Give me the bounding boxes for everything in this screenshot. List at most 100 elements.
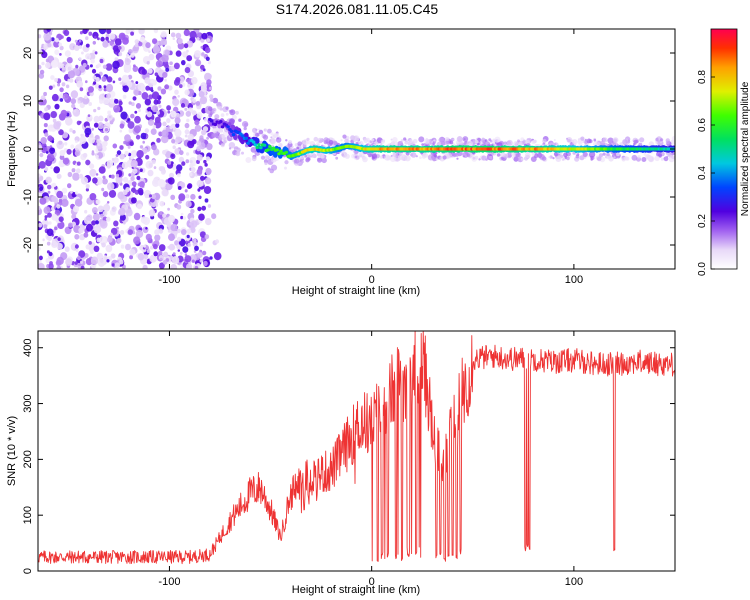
noise-blob [131,181,137,187]
noise-blob [74,261,78,265]
noise-blob [170,264,178,269]
noise-blob [60,109,68,118]
spread-blob [403,137,407,141]
noise-blob [38,72,45,79]
noise-blob [184,107,188,111]
noise-blob [168,172,175,179]
noise-blob [120,244,125,249]
spread-blob [421,143,424,146]
noise-blob [205,167,212,175]
noise-blob [146,111,153,118]
noise-blob [95,199,101,205]
spread-blob [270,136,273,139]
spread-blob [404,140,409,145]
noise-blob [144,98,151,106]
spread-blob [577,138,581,141]
spread-blob [506,139,513,146]
noise-blob [207,74,212,79]
noise-blob [175,77,181,83]
noise-blob [113,220,119,227]
noise-blob [200,82,207,90]
noise-blob [105,216,111,222]
noise-blob [57,83,61,87]
spread-blob [452,138,455,141]
noise-blob [100,36,105,42]
noise-blob [96,138,101,144]
noise-blob [61,187,68,194]
noise-blob [164,63,169,69]
noise-blob [113,104,121,113]
y-tick-label: 300 [22,394,34,412]
noise-blob [145,233,152,241]
noise-blob [167,177,175,185]
spread-blob [643,152,647,156]
colorbar: 0.0 0.2 0.4 0.6 0.8 Normalized spectral ampl… [697,28,750,276]
noise-blob [102,255,108,262]
noise-blob [153,251,158,257]
noise-blob [118,52,123,57]
spread-blob [474,155,479,160]
spread-blob [663,157,666,160]
noise-blob [39,69,45,75]
noise-blob [137,187,144,194]
noise-blob [48,85,53,90]
noise-blob [103,204,111,212]
spread-blob [220,113,225,117]
spread-blob [579,155,585,161]
noise-blob [170,194,176,200]
spread-blob [438,137,445,143]
spread-blob [660,138,664,142]
noise-blob [93,225,102,234]
spread-blob [478,158,481,161]
noise-blob [48,221,52,225]
spread-blob [418,136,425,143]
spread-blob [214,114,220,120]
spread-blob [452,152,457,158]
noise-blob [97,258,106,267]
noise-blob [200,64,205,70]
noise-blob [200,45,204,49]
noise-blob [69,78,74,83]
noise-blob [106,163,111,169]
noise-blob [176,164,183,172]
ridge-point [240,134,245,138]
spread-blob [264,161,268,166]
noise-blob [170,32,176,38]
noise-blob [186,184,192,190]
noise-blob [65,84,70,89]
noise-blob [204,47,211,54]
noise-blob [89,64,93,68]
y-tick-label: 10 [22,95,34,107]
spread-blob [358,140,364,146]
ridge-point [266,148,270,152]
noise-blob [85,98,90,103]
noise-blob [185,78,189,83]
noise-blob [40,95,46,101]
noise-blob [196,140,202,146]
noise-blob [118,207,126,216]
noise-blob [201,129,207,136]
noise-blob [184,255,192,263]
noise-blob [176,204,182,210]
noise-blob [41,146,48,154]
noise-blob [62,93,69,100]
spread-blob [344,153,350,159]
noise-blob [46,153,55,162]
noise-blob [76,161,81,166]
spread-blob [317,157,323,163]
noise-blob [102,210,108,216]
noise-blob [192,241,198,247]
spread-blob [566,156,570,161]
spread-blob [552,157,555,160]
noise-blob [38,161,46,169]
y-tick-label: 0 [22,568,34,574]
noise-blob [194,119,200,126]
noise-blob [203,118,208,122]
noise-blob [76,80,83,88]
noise-blob [122,189,128,196]
noise-blob [207,204,212,208]
ridge-point [284,150,289,154]
spread-blob [633,139,638,144]
spread-blob [214,110,217,113]
noise-blob [194,245,199,251]
